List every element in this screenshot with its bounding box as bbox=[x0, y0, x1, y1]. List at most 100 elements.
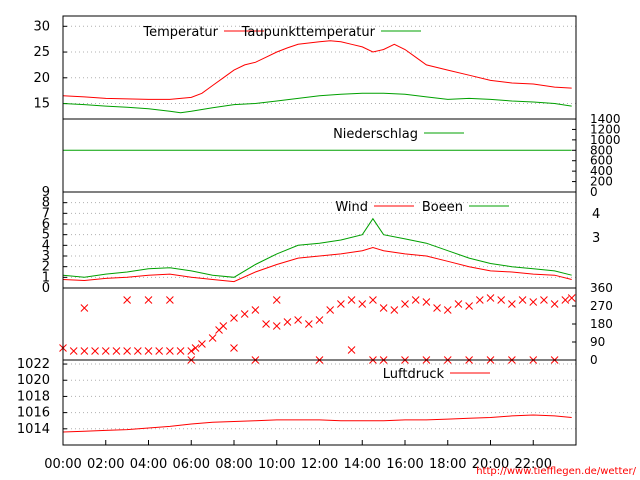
x-tick-label: 18:00 bbox=[429, 457, 466, 472]
y-tick-label: 6 bbox=[42, 217, 50, 232]
y-tick-label: 20 bbox=[33, 71, 50, 86]
x-tick-label: 06:00 bbox=[173, 457, 210, 472]
wind-direction-point bbox=[80, 347, 89, 355]
wind-direction-point bbox=[561, 296, 570, 304]
wind-direction-point bbox=[337, 300, 345, 308]
legend-label: Wind bbox=[335, 200, 368, 215]
wind-direction-point bbox=[166, 296, 174, 304]
wind-direction-point bbox=[454, 300, 463, 308]
y-tick-label: 4 bbox=[42, 238, 50, 253]
wind-direction-point bbox=[401, 300, 409, 308]
wind-direction-point bbox=[486, 294, 495, 302]
wind-direction-point bbox=[101, 347, 110, 355]
y-tick-label: 5 bbox=[42, 228, 50, 243]
y-tick-label: 1018 bbox=[17, 389, 50, 404]
wind-direction-point bbox=[191, 344, 200, 352]
x-tick-label: 02:00 bbox=[87, 457, 124, 472]
source-url[interactable]: http://www.tiefflegen.de/wetter/ bbox=[476, 466, 636, 477]
wind-direction-point bbox=[508, 300, 516, 308]
y-tick-label: 400 bbox=[590, 164, 613, 178]
y-tick-label: 1 bbox=[42, 270, 50, 285]
wind-direction-point bbox=[550, 300, 559, 308]
x-axis: 00:00 02:00 04:00 06:00 08:00 10:00 12:00 14:00… bbox=[44, 440, 552, 472]
panel-frame bbox=[62, 359, 577, 446]
x-tick-label: 04:00 bbox=[130, 457, 167, 472]
y-tick-label: 1020 bbox=[17, 373, 50, 388]
legend-label: Temperatur bbox=[142, 25, 218, 40]
wind-direction-point bbox=[112, 347, 121, 355]
wind-direction-point bbox=[208, 334, 217, 342]
wind-direction-point bbox=[347, 296, 356, 304]
y-tick-label: 9 bbox=[42, 185, 50, 200]
x-tick-label: 16:00 bbox=[386, 457, 423, 472]
wind-direction-point bbox=[187, 347, 196, 355]
wind-direction-point bbox=[144, 347, 153, 355]
wind-direction-point bbox=[230, 314, 238, 322]
wind-direction-point bbox=[315, 316, 324, 324]
wind-direction-point bbox=[540, 296, 548, 304]
wind-direction-point bbox=[262, 320, 270, 328]
wind-direction-point bbox=[123, 296, 131, 304]
y-tick-label: 0 bbox=[42, 281, 50, 296]
wind-direction-point bbox=[422, 298, 431, 306]
y-tick-label: 3 bbox=[42, 249, 50, 264]
wind-direction-point bbox=[411, 296, 420, 304]
wind-direction-point bbox=[133, 347, 142, 355]
wind-direction-point bbox=[497, 296, 506, 304]
wind-direction-point bbox=[91, 347, 99, 355]
y-tick-label: 0 bbox=[590, 185, 598, 199]
y-tick-label: 2 bbox=[42, 260, 50, 275]
legend-label: Niederschlag bbox=[333, 127, 418, 142]
wind-direction-point bbox=[123, 347, 131, 355]
legend-label: Luftdruck bbox=[383, 367, 445, 382]
wind-direction-point bbox=[240, 310, 249, 318]
wind-direction-point bbox=[369, 296, 377, 304]
wind-direction-point bbox=[358, 300, 367, 308]
x-tick-label: 14:00 bbox=[344, 457, 381, 472]
wind-direction-point bbox=[230, 344, 238, 352]
wind-direction-point bbox=[166, 347, 174, 355]
y-tick-label: 800 bbox=[590, 143, 613, 157]
wind-direction-point bbox=[390, 306, 399, 314]
y-tick-label: 25 bbox=[33, 45, 50, 60]
right-axis-label: 4 bbox=[592, 207, 600, 222]
wind-direction-point bbox=[272, 322, 281, 330]
y-tick-label: 7 bbox=[42, 206, 50, 221]
y-tick-label: 1200 bbox=[590, 122, 621, 136]
wind-direction-point bbox=[475, 296, 484, 304]
wind-direction-point bbox=[219, 322, 228, 330]
wind-direction-point bbox=[80, 304, 89, 312]
wind-direction-point bbox=[518, 296, 527, 304]
y-tick-label: 1022 bbox=[17, 357, 50, 372]
wind-direction-point bbox=[294, 316, 302, 324]
x-tick-label: 12:00 bbox=[301, 457, 338, 472]
right-axis-label: 3 bbox=[592, 231, 600, 246]
wind-direction-point bbox=[304, 320, 313, 328]
y-tick-label: 1016 bbox=[17, 406, 50, 421]
series-line-taupunkttemperatur bbox=[62, 92, 572, 114]
y-tick-label: 200 bbox=[590, 175, 613, 189]
y-tick-label: 180 bbox=[590, 317, 613, 331]
y-tick-label: 90 bbox=[590, 335, 605, 349]
series-line-boeen bbox=[62, 217, 572, 278]
y-tick-label: 360 bbox=[590, 281, 613, 295]
series-line-temperatur bbox=[62, 40, 572, 100]
y-tick-label: 1014 bbox=[17, 422, 50, 437]
y-tick-label: 8 bbox=[42, 196, 50, 211]
y-tick-label: 15 bbox=[33, 97, 50, 112]
x-tick-label: 22:00 bbox=[515, 457, 552, 472]
x-tick-label: 20:00 bbox=[472, 457, 509, 472]
panel-4: 0 90 180 270 360 bbox=[59, 281, 613, 367]
wind-direction-point bbox=[144, 296, 153, 304]
wind-direction-point bbox=[347, 346, 356, 354]
wind-direction-point bbox=[251, 306, 260, 314]
wind-direction-point bbox=[326, 306, 335, 314]
wind-direction-point bbox=[69, 347, 78, 355]
y-tick-label: 1400 bbox=[590, 112, 621, 126]
panel-frame bbox=[62, 118, 577, 193]
wind-direction-point bbox=[567, 294, 576, 302]
x-tick-label: 08:00 bbox=[215, 457, 252, 472]
